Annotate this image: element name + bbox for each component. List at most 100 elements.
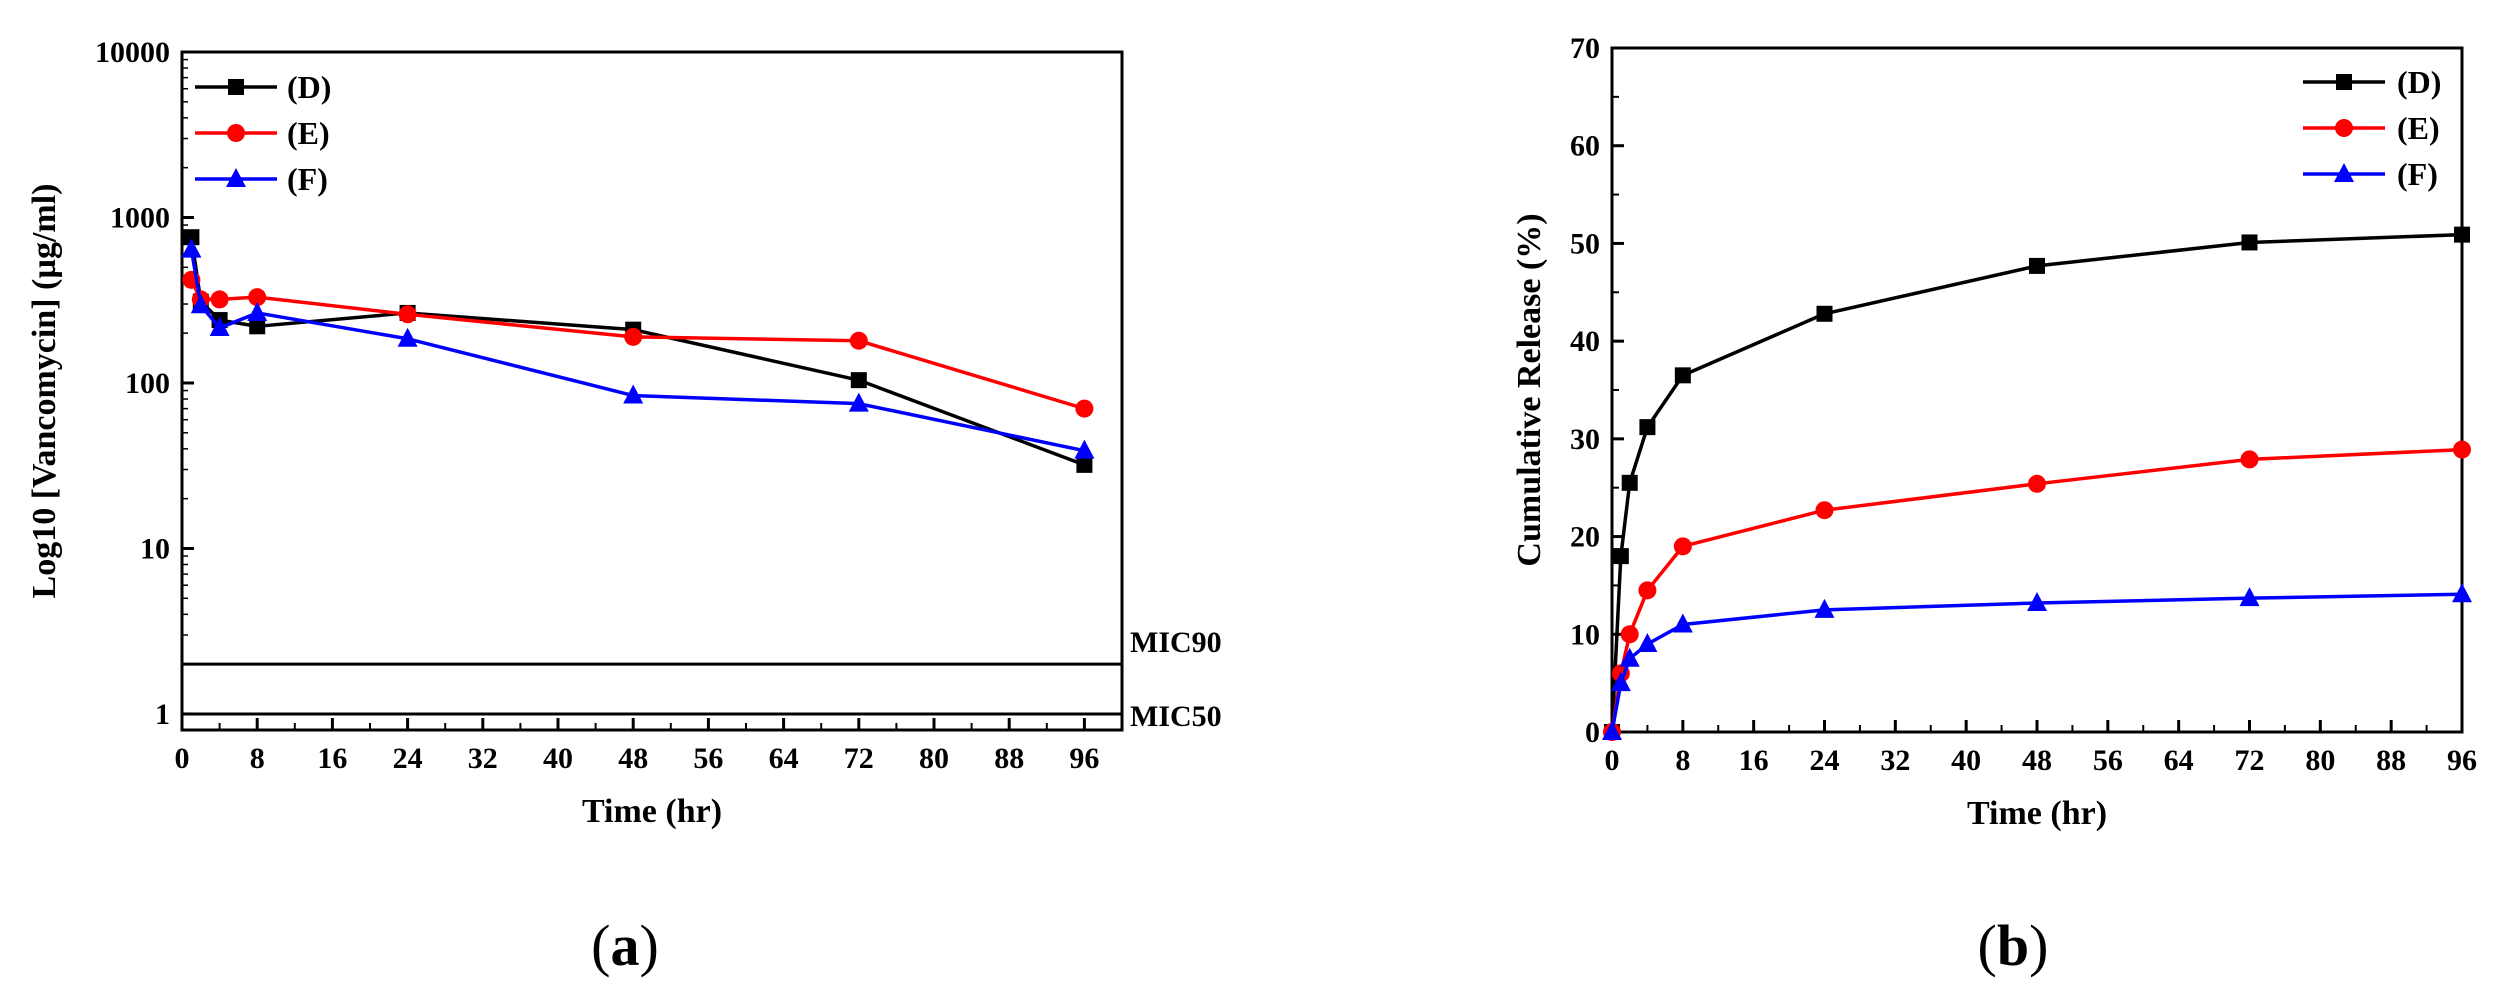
data-point bbox=[1673, 537, 1692, 556]
data-point bbox=[1076, 456, 1093, 473]
x-tick-label: 8 bbox=[250, 742, 265, 775]
panel-paren-close: ) bbox=[2029, 913, 2048, 978]
data-point bbox=[1814, 598, 1835, 618]
legend-label: (F) bbox=[2397, 156, 2438, 192]
data-point bbox=[2453, 440, 2471, 459]
x-tick-label: 24 bbox=[393, 742, 423, 775]
legend-label: (E) bbox=[287, 115, 330, 151]
x-tick-label: 32 bbox=[468, 742, 498, 775]
data-point bbox=[1637, 633, 1658, 653]
data-point bbox=[2029, 257, 2045, 274]
legend-label: (D) bbox=[287, 69, 331, 105]
data-point bbox=[2241, 234, 2258, 251]
plot-frame bbox=[180, 50, 1124, 732]
x-tick-label: 0 bbox=[175, 742, 190, 775]
data-point bbox=[2028, 474, 2046, 493]
legend: (D) (E) (F) bbox=[2303, 64, 2441, 192]
panel-label: (b) bbox=[1978, 913, 2049, 978]
y-tick-label: 50 bbox=[1570, 227, 1600, 260]
data-point bbox=[2027, 592, 2047, 612]
data-point bbox=[1674, 367, 1691, 384]
legend-label: (F) bbox=[287, 161, 328, 197]
data-point bbox=[190, 294, 211, 314]
data-point bbox=[1816, 305, 1833, 322]
data-point bbox=[1638, 581, 1657, 600]
data-point bbox=[247, 301, 268, 321]
panel-letter: b bbox=[1997, 913, 2029, 978]
reference-label-mic90: MIC90 bbox=[1130, 626, 1222, 659]
data-point bbox=[398, 305, 417, 324]
x-tick-label: 56 bbox=[2093, 744, 2123, 777]
series-line bbox=[189, 249, 1085, 453]
y-tick-label: 30 bbox=[1570, 423, 1600, 456]
legend-marker bbox=[226, 168, 246, 187]
legend-marker bbox=[228, 79, 244, 95]
data-point bbox=[2240, 450, 2259, 469]
x-tick-label: 80 bbox=[919, 742, 949, 775]
y-tick-label: 10000 bbox=[95, 36, 170, 69]
data-point bbox=[624, 327, 643, 346]
panel-letter: a bbox=[611, 913, 640, 978]
legend: (D) (E) (F) bbox=[195, 69, 331, 197]
panel-paren-close: ) bbox=[640, 913, 659, 978]
legend-marker bbox=[2335, 119, 2353, 137]
series-f bbox=[181, 238, 1095, 459]
data-point bbox=[1619, 647, 1640, 667]
x-axis-title: Time (hr) bbox=[1967, 795, 2107, 832]
legend-marker bbox=[2336, 74, 2352, 90]
x-tick-label: 32 bbox=[1880, 744, 1910, 777]
data-point bbox=[1672, 613, 1693, 633]
data-point bbox=[209, 316, 230, 336]
y-tick-label: 0 bbox=[1585, 716, 1600, 749]
y-axis-title: Log10 [Vancomycin] (µg/ml) bbox=[26, 184, 63, 599]
panel-label: (a) bbox=[591, 913, 659, 978]
x-tick-label: 24 bbox=[1810, 744, 1840, 777]
panel-paren-open: ( bbox=[1978, 913, 1997, 978]
x-tick-label: 96 bbox=[1069, 742, 1099, 775]
data-point bbox=[1610, 672, 1631, 692]
data-point bbox=[1074, 439, 1095, 459]
data-point bbox=[623, 384, 644, 404]
data-point bbox=[1620, 625, 1639, 644]
series-e bbox=[1603, 440, 2471, 741]
data-point bbox=[2239, 587, 2260, 607]
x-tick-label: 96 bbox=[2447, 744, 2477, 777]
x-tick-label: 48 bbox=[618, 742, 648, 775]
data-point bbox=[1621, 474, 1638, 491]
data-point bbox=[1075, 399, 1094, 418]
data-point bbox=[2452, 583, 2472, 603]
data-point bbox=[181, 238, 202, 258]
x-tick-label: 80 bbox=[2305, 744, 2335, 777]
data-point bbox=[850, 372, 867, 389]
panel-paren-open: ( bbox=[591, 913, 610, 978]
x-axis-title: Time (hr) bbox=[582, 793, 722, 830]
y-tick-label: 10 bbox=[1570, 618, 1600, 651]
reference-label-mic50: MIC50 bbox=[1130, 700, 1222, 733]
data-point bbox=[2454, 226, 2470, 243]
series-f bbox=[1602, 583, 2472, 740]
x-tick-label: 72 bbox=[844, 742, 874, 775]
x-tick-label: 16 bbox=[317, 742, 347, 775]
x-tick-label: 64 bbox=[2164, 744, 2194, 777]
legend-marker bbox=[2334, 163, 2354, 182]
series-d bbox=[183, 229, 1093, 473]
y-tick-label: 100 bbox=[125, 367, 170, 400]
x-tick-label: 88 bbox=[2376, 744, 2406, 777]
x-tick-label: 8 bbox=[1675, 744, 1690, 777]
data-point bbox=[249, 318, 266, 335]
y-tick-label: 20 bbox=[1570, 521, 1600, 554]
series-line bbox=[1610, 592, 2463, 733]
data-point bbox=[848, 392, 869, 412]
chart-panel-a: 0 8 16 24 32 40 48 56 64 72 80 88 96 1 10 100 1000 10000 M… bbox=[26, 36, 1222, 978]
data-point bbox=[1602, 721, 1622, 740]
legend-label: (E) bbox=[2397, 110, 2440, 146]
x-tick-label: 56 bbox=[693, 742, 723, 775]
y-tick-label: 10 bbox=[140, 532, 170, 565]
legend-marker bbox=[227, 124, 245, 142]
y-tick-label: 1000 bbox=[110, 201, 170, 234]
legend-label: (D) bbox=[2397, 64, 2441, 100]
chart-panel-b: 0 8 16 24 32 40 48 56 64 72 80 88 96 0 10 20 30 40 50 60 70 T… bbox=[1511, 32, 2477, 978]
data-point bbox=[849, 331, 868, 350]
data-point bbox=[1815, 501, 1834, 520]
